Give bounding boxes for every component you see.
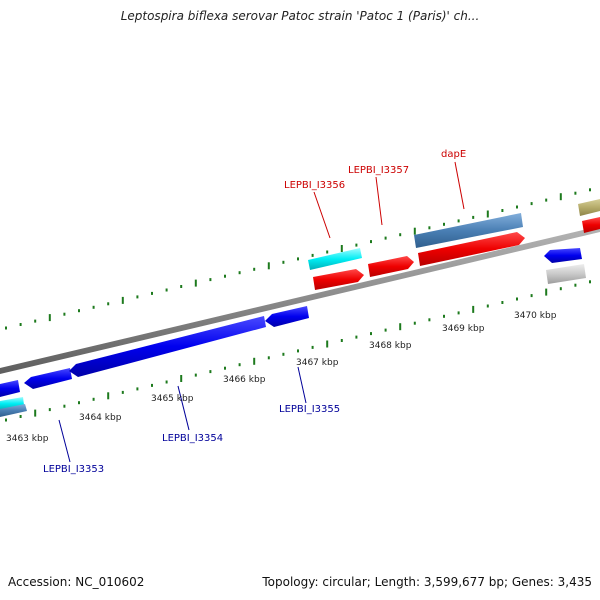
gene-label-lepbi-i3357[interactable]: LEPBI_I3357 [348,165,409,176]
gene-feature-dape[interactable] [418,232,525,266]
kbp-label-3468: 3468 kbp [369,341,412,351]
tick-row-reverse [5,280,591,422]
leader-dape [454,161,465,210]
gene-feature-right-edge-red[interactable] [582,217,600,233]
feature-steel-dape[interactable] [414,213,523,248]
kbp-label-3464: 3464 kbp [79,413,122,423]
kbp-label-3463: 3463 kbp [6,434,49,444]
leader-lepbi-i3355 [297,366,307,404]
label-leaders [58,161,465,463]
feature-gray-right[interactable] [546,264,586,284]
gene-label-lepbi-i3354[interactable]: LEPBI_I3354 [162,433,223,444]
genome-backbone [0,226,600,374]
feature-steel-left-edge[interactable] [0,404,27,417]
leader-lepbi-i3353 [58,419,71,463]
kbp-labels: 3463 kbp 3464 kbp 3465 kbp 3466 kbp 3467… [6,311,557,444]
gene-label-lepbi-i3353[interactable]: LEPBI_I3353 [43,464,104,475]
kbp-label-3467: 3467 kbp [296,358,339,368]
gene-feature-lepbi-i3355[interactable] [265,306,309,327]
gene-feature-left-edge-blue[interactable] [0,380,20,397]
gene-feature-right-blue[interactable] [544,248,582,263]
accession-label: Accession: NC_010602 [8,575,145,589]
gene-labels: LEPBI_I3356 LEPBI_I3357 dapE LEPBI_I3353… [43,149,466,475]
leader-lepbi-i3357 [375,176,383,226]
gene-feature-lepbi-i3357[interactable] [368,256,414,277]
gene-label-dape[interactable]: dapE [441,149,466,160]
kbp-label-3470: 3470 kbp [514,311,557,321]
genome-summary-label: Topology: circular; Length: 3,599,677 bp… [262,575,592,589]
feature-olive-right-edge[interactable] [578,199,600,216]
gene-feature-lepbi-i3354-a[interactable] [24,368,72,389]
reverse-strand-genes [0,248,586,397]
leader-lepbi-i3356 [313,191,331,239]
gene-label-lepbi-i3356[interactable]: LEPBI_I3356 [284,180,345,191]
kbp-label-3465: 3465 kbp [151,394,194,404]
leader-lepbi-i3354 [177,385,190,431]
gene-feature-lepbi-i3354-b[interactable] [69,316,266,377]
annotation-features [0,199,600,417]
map-title: Leptospira biflexa serovar Patoc strain … [120,9,480,23]
kbp-label-3466: 3466 kbp [223,375,266,385]
gene-label-lepbi-i3355[interactable]: LEPBI_I3355 [279,404,340,415]
gene-feature-lepbi-i3356[interactable] [313,269,364,290]
feature-cyan-lepbi-i3356[interactable] [308,248,362,270]
kbp-label-3469: 3469 kbp [442,324,485,334]
feature-cyan-left-edge[interactable] [0,397,24,410]
forward-strand-genes [0,217,600,414]
tick-row-forward [5,188,591,330]
